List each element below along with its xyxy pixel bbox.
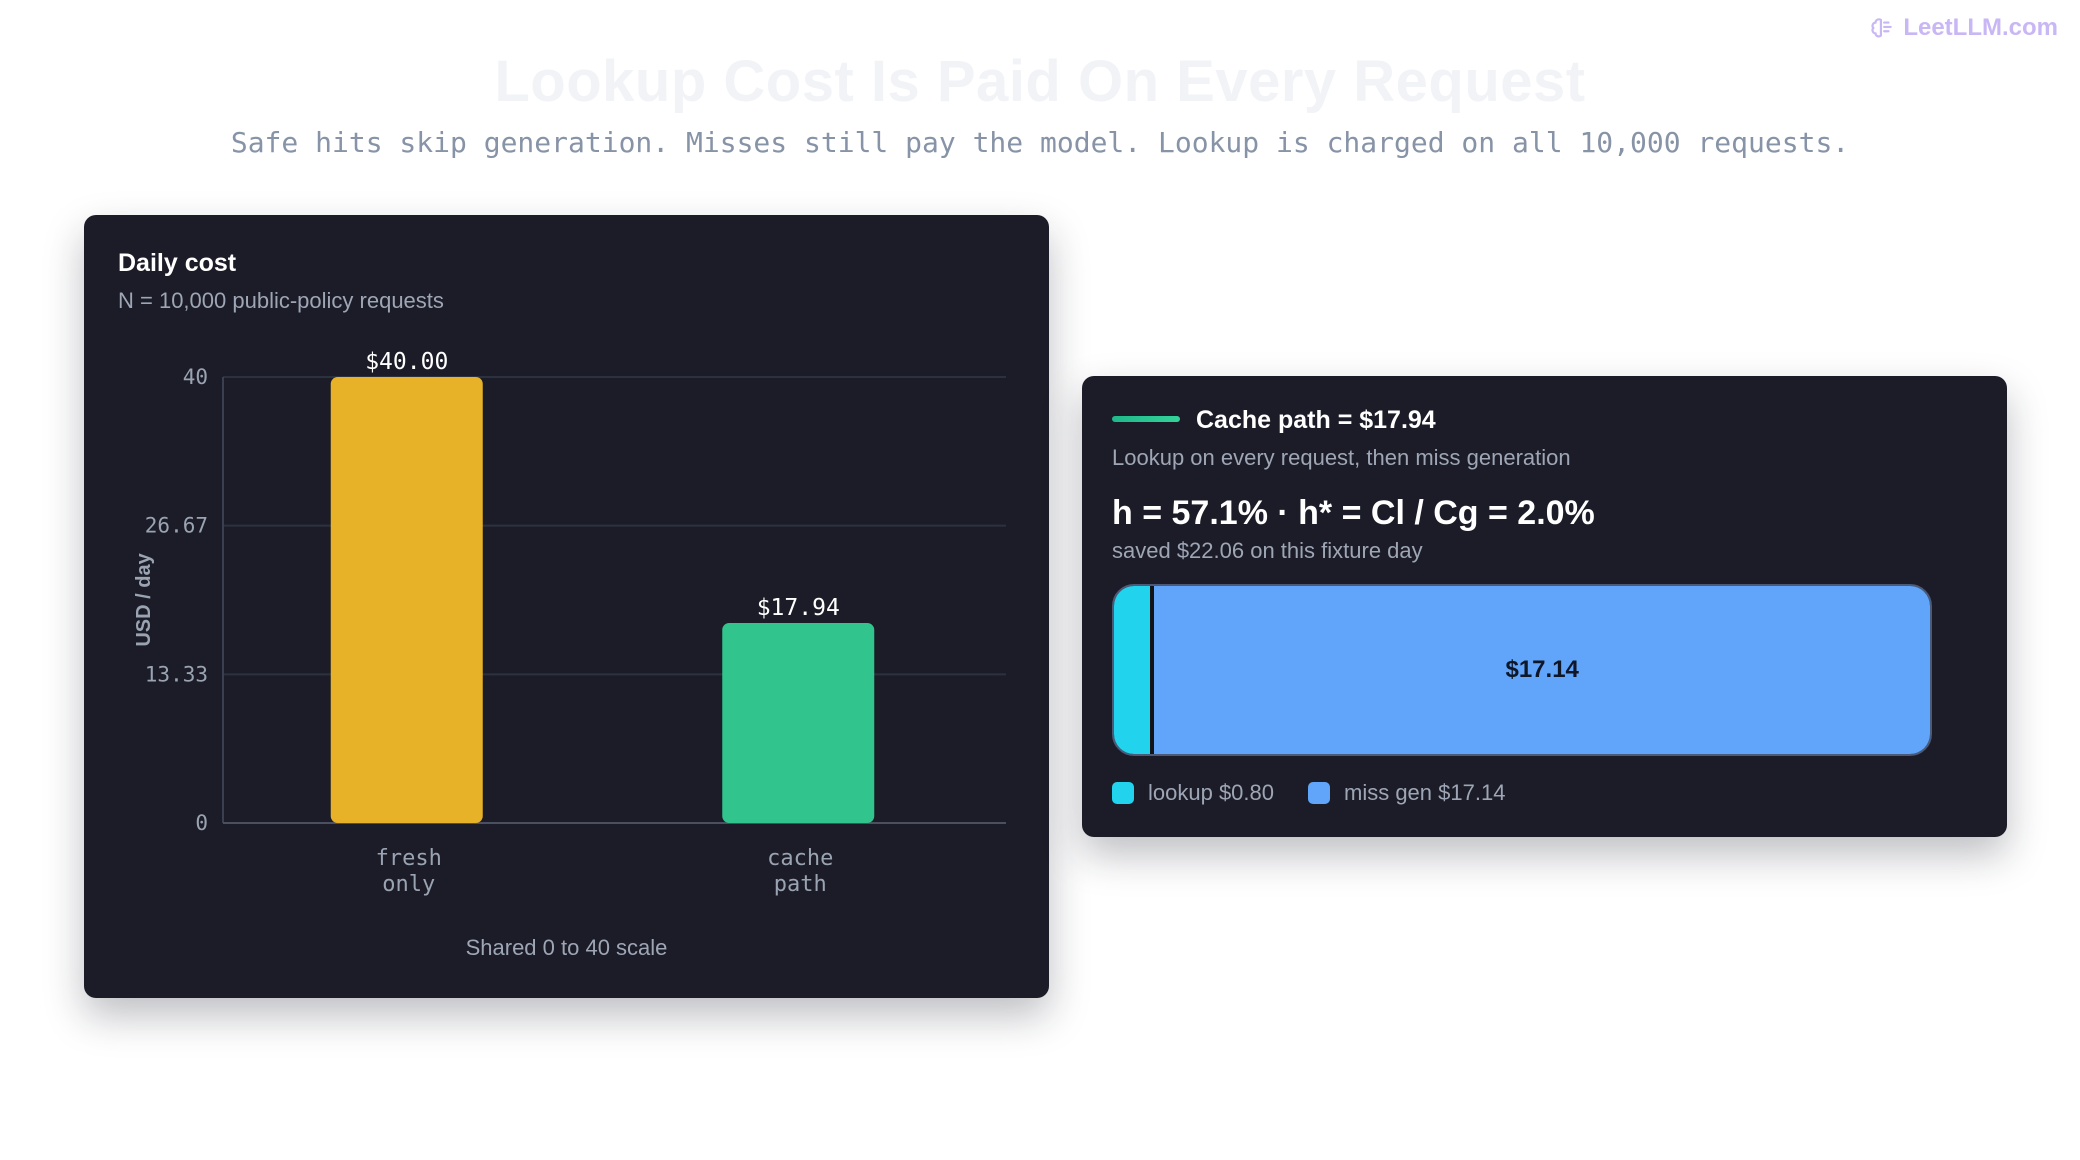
legend-swatch [1112, 782, 1134, 804]
x-tick-label: only [382, 872, 435, 897]
legend-swatch [1308, 782, 1330, 804]
y-tick-label: 0 [195, 811, 208, 835]
stacked-cost-bar: $17.14 [1112, 584, 1932, 756]
legend-item: miss gen $17.14 [1308, 780, 1505, 806]
x-tick-label: cache [767, 846, 833, 871]
y-tick-label: 26.67 [145, 514, 208, 538]
page-title: Lookup Cost Is Paid On Every Request [494, 49, 1586, 114]
card-subtitle: N = 10,000 public-policy requests [118, 288, 444, 313]
x-tick-label: path [774, 872, 827, 897]
legend-label: miss gen $17.14 [1344, 780, 1506, 805]
series-line-swatch [1112, 416, 1180, 422]
savings-text: saved $22.06 on this fixture day [1112, 538, 1423, 563]
stack-legend: lookup $0.80 miss gen $17.14 [1112, 780, 1505, 806]
x-tick-label: fresh [376, 846, 442, 871]
segment-divider [1150, 586, 1155, 754]
bar [722, 622, 875, 823]
chart-footnote: Shared 0 to 40 scale [465, 935, 668, 960]
brain-icon [1871, 18, 1893, 38]
page-subtitle: Safe hits skip generation. Misses still … [230, 126, 1850, 159]
card-subtitle: Lookup on every request, then miss gener… [1112, 445, 1571, 470]
legend-item: lookup $0.80 [1112, 780, 1274, 806]
hit-rate-formula: h = 57.1% · h* = Cl / Cg = 2.0% [1112, 494, 1595, 532]
card-title: Daily cost [118, 249, 237, 277]
y-axis-label: USD / day [133, 552, 155, 646]
brand-logo[interactable]: LeetLLM.com [1869, 14, 2058, 42]
legend-label: lookup $0.80 [1148, 780, 1274, 805]
card-title: Cache path = $17.94 [1196, 406, 1436, 434]
y-tick-label: 13.33 [145, 662, 208, 686]
bar-value-label: $17.94 [757, 595, 840, 621]
daily-cost-card: Daily cost N = 10,000 public-policy requ… [84, 215, 1049, 998]
cache-path-card: Cache path = $17.94 Lookup on every requ… [1082, 376, 2007, 837]
brand-name: LeetLLM.com [1903, 14, 2058, 41]
y-tick-label: 40 [183, 365, 208, 389]
miss-gen-segment: $17.14 [1154, 586, 1930, 754]
bar [330, 377, 483, 823]
lookup-segment [1114, 586, 1151, 754]
bar-value-label: $40.00 [365, 349, 448, 375]
